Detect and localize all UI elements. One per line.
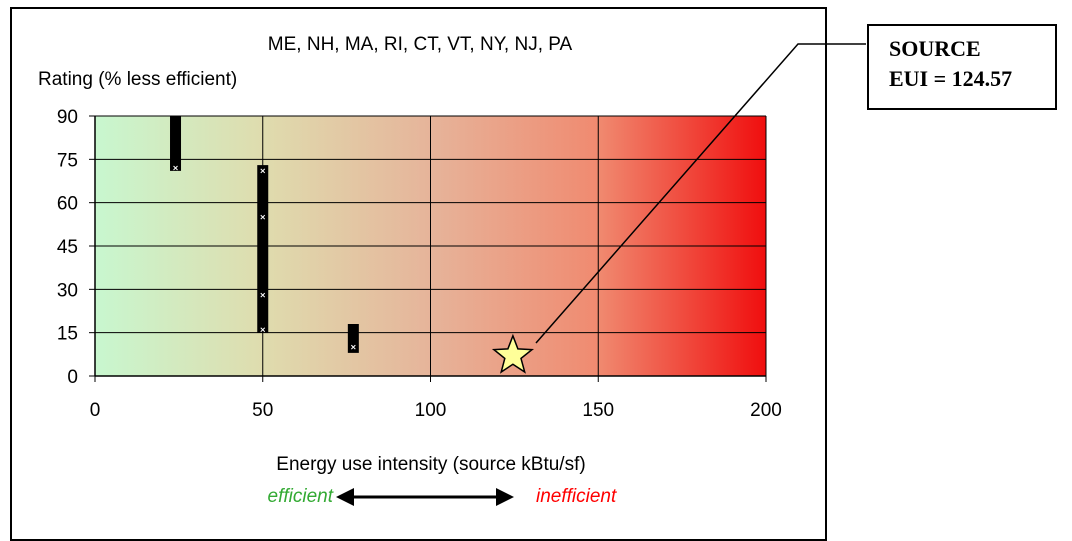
efficient-label: efficient <box>268 486 334 507</box>
tick-labels: 0 15 30 45 60 75 90 0 50 100 150 200 <box>57 107 782 421</box>
x-tick-label: 200 <box>750 400 782 421</box>
source-eui-callout: SOURCE EUI = 124.57 <box>867 24 1057 110</box>
range-bar <box>257 165 269 333</box>
data-marker <box>260 214 266 220</box>
data-marker <box>260 327 266 333</box>
y-tick-label: 60 <box>57 194 78 215</box>
callout-leader-line <box>535 43 866 344</box>
range-bar <box>347 324 359 353</box>
y-tick-label: 45 <box>57 237 78 258</box>
y-tick-label: 30 <box>57 280 78 301</box>
x-tick-label: 150 <box>582 400 614 421</box>
efficiency-arrow <box>336 488 514 506</box>
data-marker <box>260 292 266 298</box>
data-marker <box>173 165 178 171</box>
y-tick-label: 90 <box>57 107 78 128</box>
data-markers <box>173 165 356 350</box>
y-tick-label: 75 <box>57 150 78 171</box>
y-tick-label: 0 <box>67 367 78 388</box>
x-tick-label: 0 <box>90 400 101 421</box>
range-bars <box>170 116 359 353</box>
data-marker <box>260 168 266 174</box>
x-tick-label: 100 <box>415 400 447 421</box>
axes <box>94 116 766 377</box>
data-marker <box>350 344 356 350</box>
y-axis-label: Rating (% less efficient) <box>38 69 237 90</box>
y-tick-label: 15 <box>57 324 78 345</box>
source-label: SOURCE <box>889 36 981 61</box>
x-tick-label: 50 <box>252 400 273 421</box>
eui-value: EUI = 124.57 <box>889 66 1013 91</box>
x-axis-label: Energy use intensity (source kBtu/sf) <box>276 454 585 475</box>
range-bar <box>170 116 182 171</box>
chart-title: ME, NH, MA, RI, CT, VT, NY, NJ, PA <box>268 34 573 55</box>
building-star-marker <box>491 333 535 374</box>
inefficient-label: inefficient <box>536 486 617 507</box>
